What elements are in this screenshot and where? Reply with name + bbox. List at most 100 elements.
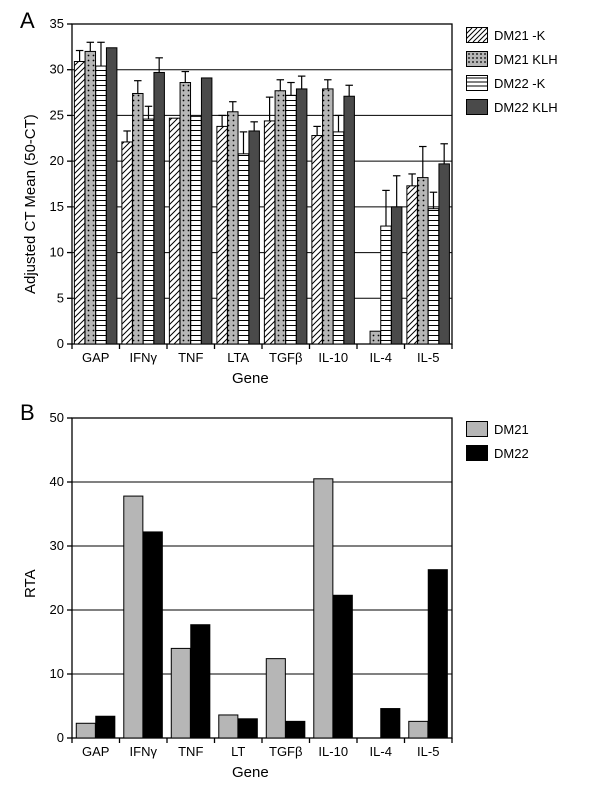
panel-b-chart: 0 10 20 30 40 50 GAP IFNγ TNF LT TGFβ IL-10 IL-4 IL-5 [26, 412, 466, 778]
svg-text:10: 10 [50, 245, 64, 260]
bar [409, 721, 428, 738]
bar [169, 118, 179, 344]
bar [154, 72, 164, 344]
legend-label: DM21 KLH [494, 52, 558, 67]
bar [370, 331, 380, 344]
bar [428, 209, 438, 344]
legend-label: DM22 -K [494, 76, 545, 91]
legend-item: DM22 KLH [466, 96, 558, 118]
category-label: IL-10 [318, 350, 348, 365]
bar [428, 570, 447, 738]
svg-text:50: 50 [50, 412, 64, 425]
bar [96, 66, 106, 344]
category-label: IL-10 [318, 744, 348, 759]
svg-text:20: 20 [50, 602, 64, 617]
svg-text:0: 0 [57, 336, 64, 351]
bar [333, 595, 352, 738]
svg-text:15: 15 [50, 199, 64, 214]
bar [133, 93, 143, 344]
bar [286, 721, 305, 738]
svg-text:40: 40 [50, 474, 64, 489]
bar [391, 207, 401, 344]
category-label: IL-4 [370, 744, 392, 759]
bar [76, 723, 95, 738]
bar [381, 226, 391, 344]
bar [249, 131, 259, 344]
bar [238, 154, 248, 344]
bar [439, 164, 449, 344]
legend-swatch [466, 421, 488, 437]
category-label: IFNγ [130, 744, 158, 759]
figure: A 05101520253035GAPIFNγTNFLTATGFβIL-10IL… [0, 0, 600, 786]
bar [228, 112, 238, 344]
category-label: LT [231, 744, 245, 759]
category-label: IFNγ [130, 350, 158, 365]
panel-b-xlabel: Gene [232, 764, 269, 781]
bar [171, 648, 190, 738]
panel-a-xlabel: Gene [232, 370, 269, 387]
bar [323, 89, 333, 344]
bar [191, 625, 210, 738]
bar [122, 142, 132, 344]
bar [106, 48, 116, 344]
bar [180, 83, 190, 344]
legend-item: DM22 -K [466, 72, 558, 94]
category-label: IL-5 [417, 744, 439, 759]
svg-text:5: 5 [57, 290, 64, 305]
panel-a-ylabel: Adjusted CT Mean (50-CT) [22, 114, 39, 294]
svg-text:20: 20 [50, 153, 64, 168]
panel-a-legend: DM21 -K DM21 KLH DM22 -K DM22 KLH [466, 24, 558, 120]
panel-b-ylabel: RTA [22, 569, 39, 598]
bar [201, 78, 211, 344]
bar [266, 659, 285, 738]
bar [143, 119, 153, 344]
legend-swatch [466, 445, 488, 461]
category-label: TNF [178, 350, 203, 365]
category-label: GAP [82, 350, 109, 365]
category-label: TGFβ [269, 350, 302, 365]
legend-swatch [466, 99, 488, 115]
svg-text:30: 30 [50, 62, 64, 77]
legend-swatch [466, 51, 488, 67]
bar [333, 132, 343, 344]
bar [418, 178, 428, 344]
legend-item: DM21 -K [466, 24, 558, 46]
category-label: TGFβ [269, 744, 302, 759]
bar [219, 715, 238, 738]
bar [96, 716, 115, 738]
panel-b-legend: DM21 DM22 [466, 418, 529, 466]
legend-label: DM22 KLH [494, 100, 558, 115]
legend-label: DM21 [494, 422, 529, 437]
bar [407, 186, 417, 344]
svg-text:30: 30 [50, 538, 64, 553]
legend-label: DM21 -K [494, 28, 545, 43]
bar [264, 121, 274, 344]
legend-item: DM21 KLH [466, 48, 558, 70]
svg-text:35: 35 [50, 18, 64, 31]
legend-swatch [466, 27, 488, 43]
panel-a-chart: 0 5 10 15 20 25 30 35 GAP IFNγ TNF LTA TGFβ IL-10 IL-4… [26, 18, 466, 384]
bar [85, 51, 95, 344]
svg-text:25: 25 [50, 107, 64, 122]
category-label: TNF [178, 744, 203, 759]
category-label: GAP [82, 744, 109, 759]
legend-swatch [466, 75, 488, 91]
legend-label: DM22 [494, 446, 529, 461]
bar [275, 91, 285, 344]
category-label: IL-5 [417, 350, 439, 365]
bar [381, 709, 400, 738]
bar [344, 96, 354, 344]
bar [314, 479, 333, 738]
bar [312, 136, 322, 344]
svg-text:10: 10 [50, 666, 64, 681]
category-label: LTA [227, 350, 249, 365]
legend-item: DM21 [466, 418, 529, 440]
bar [217, 126, 227, 344]
bar [74, 61, 84, 344]
category-label: IL-4 [370, 350, 392, 365]
bar [191, 116, 201, 344]
svg-text:0: 0 [57, 730, 64, 745]
bar [286, 95, 296, 344]
bar [296, 89, 306, 344]
legend-item: DM22 [466, 442, 529, 464]
